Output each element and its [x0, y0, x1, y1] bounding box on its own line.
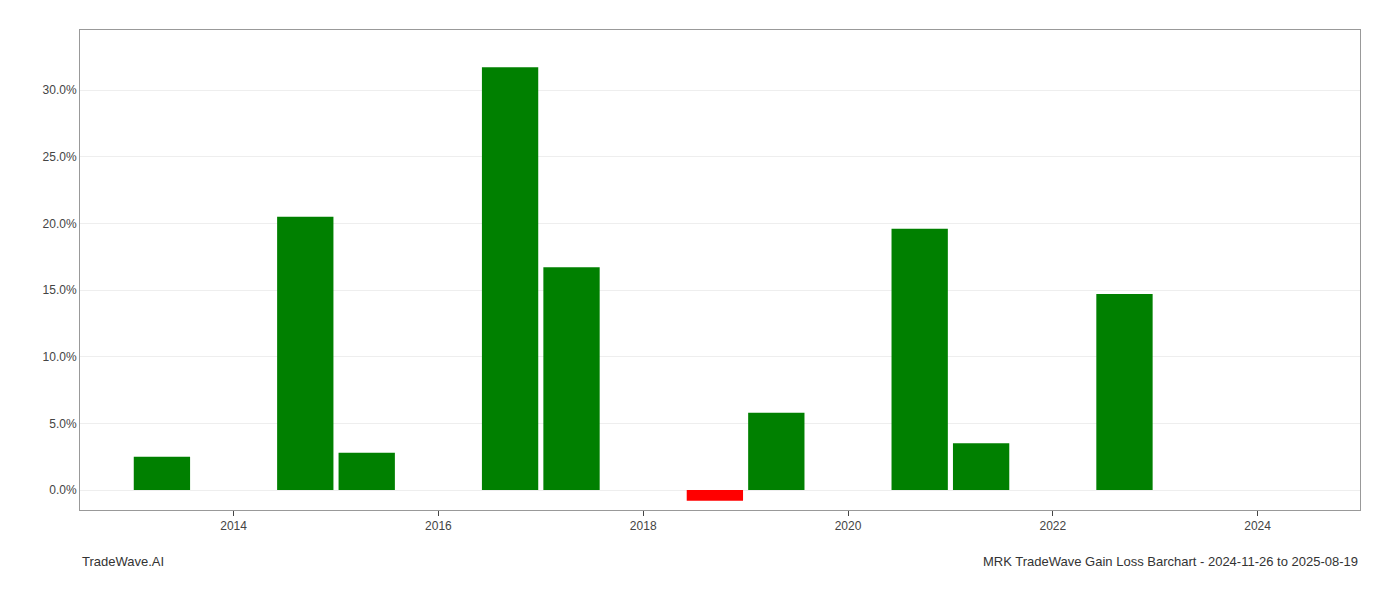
svg-text:25.0%: 25.0% [43, 150, 77, 164]
svg-text:0.0%: 0.0% [49, 483, 77, 497]
svg-text:TradeWave.AI: TradeWave.AI [82, 554, 164, 569]
svg-text:15.0%: 15.0% [43, 283, 77, 297]
svg-text:2018: 2018 [630, 519, 657, 533]
svg-text:2020: 2020 [835, 519, 862, 533]
svg-text:2014: 2014 [220, 519, 247, 533]
svg-text:20.0%: 20.0% [43, 217, 77, 231]
svg-text:2016: 2016 [425, 519, 452, 533]
svg-text:2022: 2022 [1039, 519, 1066, 533]
svg-text:10.0%: 10.0% [43, 350, 77, 364]
svg-text:MRK TradeWave Gain Loss Barcha: MRK TradeWave Gain Loss Barchart - 2024-… [983, 554, 1358, 569]
svg-text:5.0%: 5.0% [49, 417, 77, 431]
svg-text:2024: 2024 [1244, 519, 1271, 533]
svg-text:30.0%: 30.0% [43, 83, 77, 97]
